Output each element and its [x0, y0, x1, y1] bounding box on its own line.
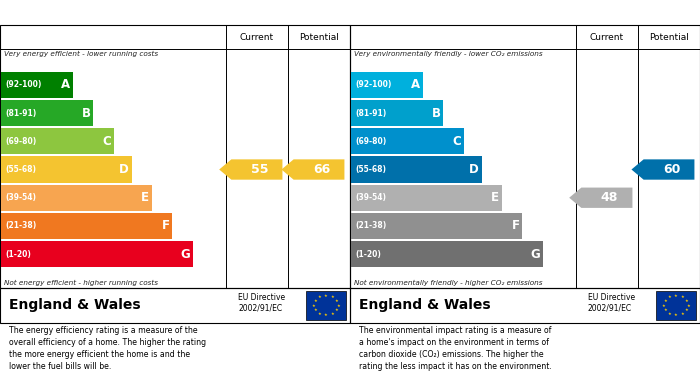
- Text: The energy efficiency rating is a measure of the
overall efficiency of a home. T: The energy efficiency rating is a measur…: [8, 326, 206, 371]
- Bar: [657, 291, 696, 320]
- Text: (92-100): (92-100): [6, 81, 41, 90]
- Text: England & Wales: England & Wales: [8, 298, 141, 312]
- Text: Potential: Potential: [299, 32, 339, 41]
- Text: Potential: Potential: [649, 32, 689, 41]
- Text: Current: Current: [590, 32, 624, 41]
- Bar: [1, 128, 113, 154]
- Text: 60: 60: [663, 163, 680, 176]
- Text: F: F: [162, 219, 169, 233]
- Text: (39-54): (39-54): [355, 193, 386, 202]
- Text: Energy Efficiency Rating: Energy Efficiency Rating: [8, 6, 181, 19]
- Text: Current: Current: [240, 32, 274, 41]
- Text: ★: ★: [685, 299, 689, 303]
- Text: A: A: [411, 78, 420, 91]
- Text: D: D: [469, 163, 479, 176]
- Text: ★: ★: [680, 312, 684, 316]
- Text: (81-91): (81-91): [6, 109, 36, 118]
- Text: A: A: [61, 78, 70, 91]
- Text: (92-100): (92-100): [355, 81, 391, 90]
- Bar: [1, 185, 152, 211]
- Text: ★: ★: [318, 295, 321, 299]
- Text: ★: ★: [663, 299, 667, 303]
- Text: ★: ★: [685, 308, 689, 312]
- Text: Very energy efficient - lower running costs: Very energy efficient - lower running co…: [4, 51, 158, 57]
- Text: 55: 55: [251, 163, 268, 176]
- Text: ★: ★: [674, 313, 678, 317]
- Text: E: E: [141, 191, 149, 204]
- Bar: [1, 156, 132, 183]
- Text: ★: ★: [330, 295, 334, 299]
- Text: (69-80): (69-80): [355, 137, 386, 146]
- Bar: [351, 185, 502, 211]
- Bar: [351, 72, 423, 98]
- Text: The environmental impact rating is a measure of
a home's impact on the environme: The environmental impact rating is a mea…: [358, 326, 552, 371]
- Text: ★: ★: [335, 299, 339, 303]
- Text: ★: ★: [330, 312, 334, 316]
- Text: ★: ★: [324, 313, 328, 317]
- Bar: [351, 213, 522, 239]
- Bar: [1, 241, 193, 267]
- Text: C: C: [102, 135, 111, 148]
- Text: ★: ★: [313, 299, 317, 303]
- Bar: [351, 156, 482, 183]
- Text: ★: ★: [668, 295, 671, 299]
- Text: England & Wales: England & Wales: [358, 298, 491, 312]
- Text: ★: ★: [318, 312, 321, 316]
- Text: ★: ★: [687, 303, 690, 307]
- Text: (1-20): (1-20): [6, 250, 31, 259]
- Text: Not environmentally friendly - higher CO₂ emissions: Not environmentally friendly - higher CO…: [354, 280, 542, 286]
- Text: ★: ★: [313, 308, 317, 312]
- Text: ★: ★: [335, 308, 339, 312]
- Polygon shape: [219, 160, 282, 180]
- Text: EU Directive
2002/91/EC: EU Directive 2002/91/EC: [238, 292, 285, 313]
- Polygon shape: [281, 160, 344, 180]
- Text: (69-80): (69-80): [6, 137, 36, 146]
- Text: EU Directive
2002/91/EC: EU Directive 2002/91/EC: [588, 292, 635, 313]
- Polygon shape: [631, 160, 694, 180]
- Text: ★: ★: [663, 308, 667, 312]
- Text: B: B: [432, 107, 440, 120]
- Text: E: E: [491, 191, 499, 204]
- Text: B: B: [82, 107, 90, 120]
- Text: (21-38): (21-38): [355, 221, 386, 230]
- Text: Environmental Impact (CO₂) Rating: Environmental Impact (CO₂) Rating: [358, 6, 605, 19]
- Text: ★: ★: [668, 312, 671, 316]
- Bar: [1, 72, 73, 98]
- Text: ★: ★: [662, 303, 665, 307]
- Text: F: F: [512, 219, 519, 233]
- Text: D: D: [119, 163, 129, 176]
- Text: G: G: [530, 248, 540, 261]
- Text: (81-91): (81-91): [355, 109, 386, 118]
- Bar: [307, 291, 346, 320]
- Text: ★: ★: [337, 303, 340, 307]
- Text: Not energy efficient - higher running costs: Not energy efficient - higher running co…: [4, 280, 158, 286]
- Bar: [351, 241, 542, 267]
- Text: Very environmentally friendly - lower CO₂ emissions: Very environmentally friendly - lower CO…: [354, 51, 542, 57]
- Text: (21-38): (21-38): [6, 221, 36, 230]
- Text: ★: ★: [680, 295, 684, 299]
- Text: (55-68): (55-68): [355, 165, 386, 174]
- Text: (55-68): (55-68): [6, 165, 36, 174]
- Text: C: C: [452, 135, 461, 148]
- Text: (39-54): (39-54): [6, 193, 36, 202]
- Text: 66: 66: [313, 163, 330, 176]
- Text: ★: ★: [324, 294, 328, 298]
- Text: (1-20): (1-20): [355, 250, 381, 259]
- Bar: [1, 213, 172, 239]
- Bar: [351, 128, 463, 154]
- Text: ★: ★: [312, 303, 315, 307]
- Text: G: G: [180, 248, 190, 261]
- Bar: [1, 100, 93, 126]
- Polygon shape: [569, 188, 632, 208]
- Bar: [351, 100, 443, 126]
- Text: ★: ★: [674, 294, 678, 298]
- Text: 48: 48: [601, 191, 618, 204]
